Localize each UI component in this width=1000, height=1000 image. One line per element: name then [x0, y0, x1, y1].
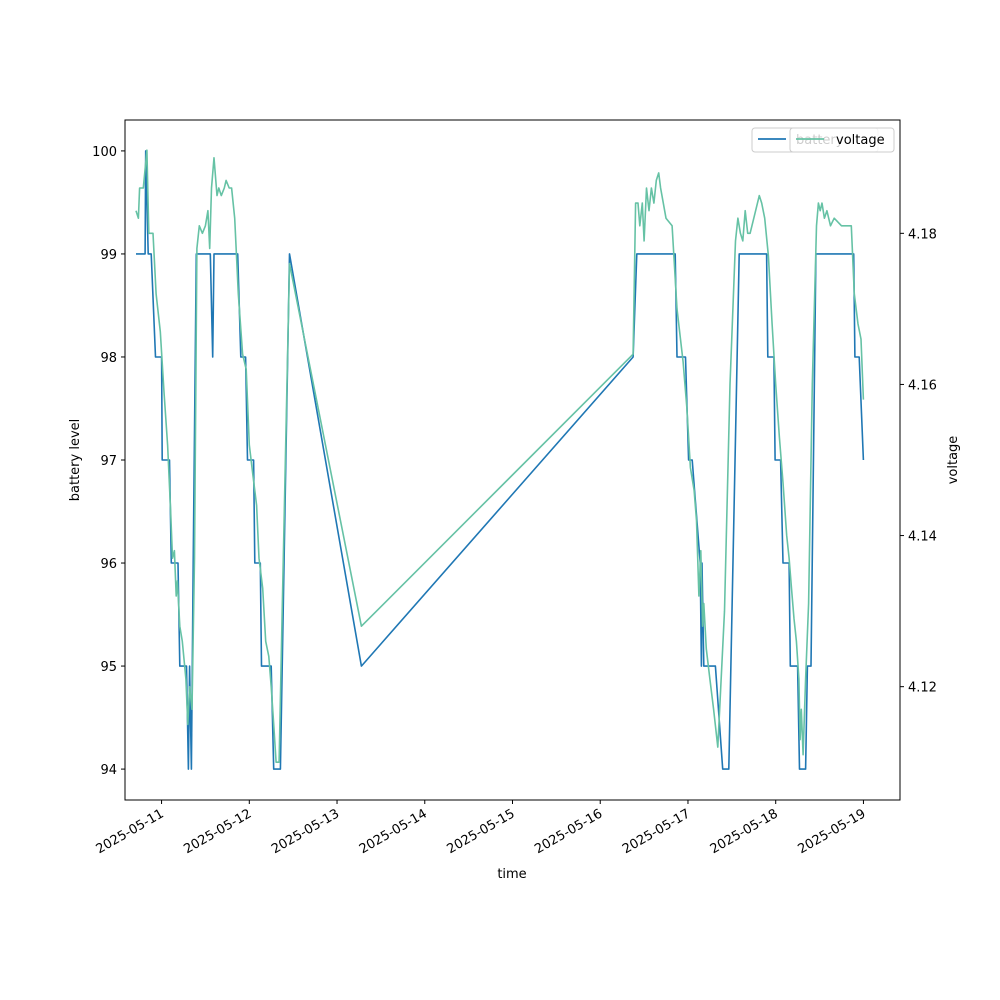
- y-right-tick-label: 4.16: [908, 378, 937, 393]
- y-right-tick-label: 4.12: [908, 681, 937, 696]
- y-left-tick-label: 95: [100, 660, 117, 675]
- y-left-tick-label: 98: [100, 351, 117, 366]
- y-axis-left: 94 95 96 97 98 99 100: [92, 145, 125, 778]
- y-left-tick-label: 99: [100, 248, 117, 263]
- legend-voltage-label: voltage: [836, 133, 885, 148]
- y-right-tick-label: 4.14: [908, 530, 937, 545]
- y-right-tick-label: 4.18: [908, 227, 937, 242]
- y-left-tick-label: 97: [100, 454, 117, 469]
- series-line-voltage: [135, 149, 865, 763]
- series-layer: [135, 149, 865, 770]
- y-left-tick-label: 96: [100, 557, 117, 572]
- legend-voltage-box: [789, 127, 895, 153]
- legend-voltage: voltage: [789, 127, 895, 153]
- y-axis-left-label: battery level: [68, 419, 83, 502]
- x-axis-label: time: [497, 867, 526, 882]
- y-axis-right-label: voltage: [946, 436, 961, 485]
- y-axis-right: 4.12 4.14 4.16 4.18: [900, 227, 937, 696]
- y-left-tick-label: 94: [100, 763, 117, 778]
- y-left-tick-label: 100: [92, 145, 117, 160]
